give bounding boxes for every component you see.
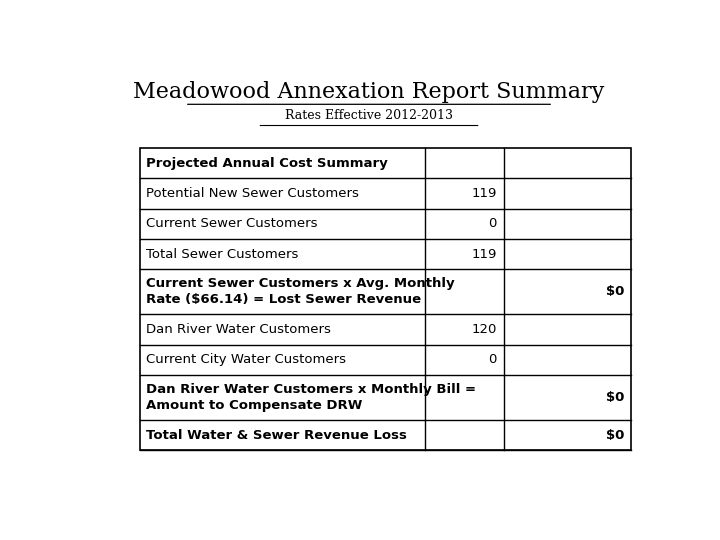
Text: Projected Annual Cost Summary: Projected Annual Cost Summary bbox=[145, 157, 387, 170]
Text: $0: $0 bbox=[606, 391, 624, 404]
Text: Dan River Water Customers: Dan River Water Customers bbox=[145, 323, 330, 336]
Text: 119: 119 bbox=[472, 187, 497, 200]
Text: Potential New Sewer Customers: Potential New Sewer Customers bbox=[145, 187, 359, 200]
Bar bbox=[140, 148, 631, 450]
Text: Total Water & Sewer Revenue Loss: Total Water & Sewer Revenue Loss bbox=[145, 429, 407, 442]
Text: $0: $0 bbox=[606, 285, 624, 298]
Text: Meadowood Annexation Report Summary: Meadowood Annexation Report Summary bbox=[133, 81, 605, 103]
Text: $0: $0 bbox=[606, 429, 624, 442]
Text: Current City Water Customers: Current City Water Customers bbox=[145, 353, 346, 366]
Text: 119: 119 bbox=[472, 248, 497, 261]
Text: 0: 0 bbox=[488, 353, 497, 366]
Text: 120: 120 bbox=[472, 323, 497, 336]
Text: Rates Effective 2012-2013: Rates Effective 2012-2013 bbox=[285, 109, 453, 122]
Text: Total Sewer Customers: Total Sewer Customers bbox=[145, 248, 298, 261]
Text: Dan River Water Customers x Monthly Bill =
Amount to Compensate DRW: Dan River Water Customers x Monthly Bill… bbox=[145, 383, 476, 412]
Text: 0: 0 bbox=[488, 217, 497, 231]
Text: Current Sewer Customers x Avg. Monthly
Rate ($66.14) = Lost Sewer Revenue: Current Sewer Customers x Avg. Monthly R… bbox=[145, 278, 454, 306]
Text: Current Sewer Customers: Current Sewer Customers bbox=[145, 217, 318, 231]
